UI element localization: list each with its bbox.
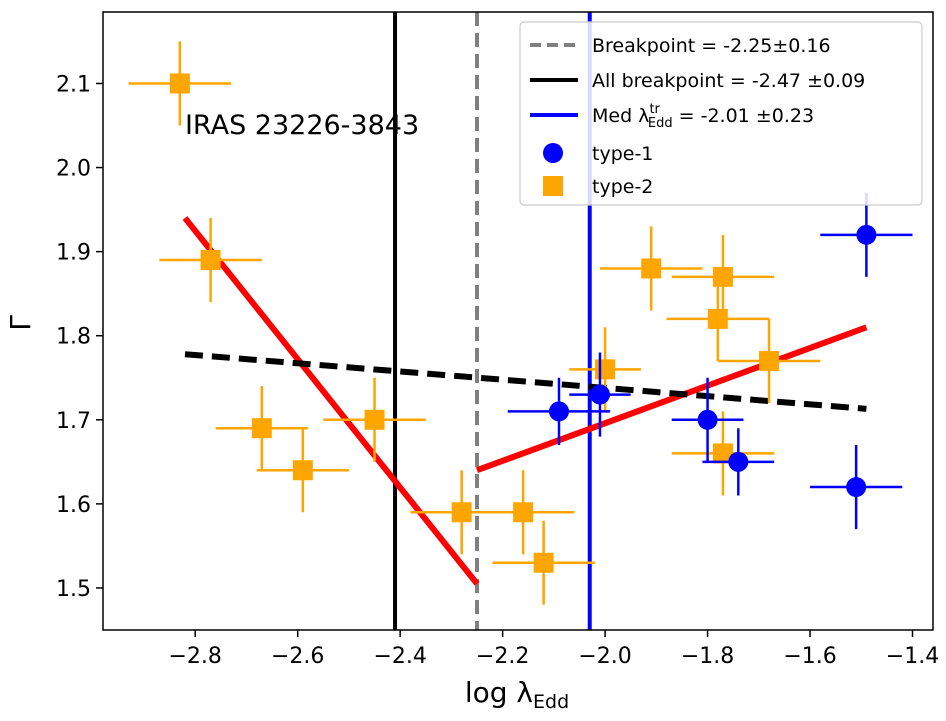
y-tick-label-2: 1.7 bbox=[56, 409, 91, 434]
type-2-point-11 bbox=[671, 234, 775, 319]
annotation-iras: IRAS 23226-3843 bbox=[185, 110, 419, 141]
y-axis-label: Γ bbox=[4, 315, 37, 331]
type-2-marker-2 bbox=[251, 418, 272, 439]
legend-entry-1: All breakpoint = -2.47 ±0.09 bbox=[530, 70, 865, 92]
legend-entry-4: type-2 bbox=[543, 176, 653, 198]
type-2-point-7 bbox=[492, 520, 595, 605]
type-2-point-12 bbox=[717, 318, 821, 403]
type-1-marker-0 bbox=[548, 401, 569, 422]
type-2-marker-3 bbox=[292, 460, 313, 481]
type-2-marker-9 bbox=[641, 258, 662, 279]
type-1-marker-2 bbox=[697, 409, 718, 430]
type-1-point-4 bbox=[810, 445, 903, 530]
type-1-point-2 bbox=[671, 377, 744, 462]
legend-marker-4 bbox=[543, 176, 563, 196]
type-2-point-13 bbox=[671, 411, 775, 496]
fit-line-1 bbox=[475, 324, 868, 474]
y-tick-label-5: 2.0 bbox=[56, 157, 91, 182]
x-tick-label-7: −1.4 bbox=[886, 644, 939, 669]
type-2-marker-13 bbox=[712, 443, 733, 464]
type-1-marker-3 bbox=[728, 451, 749, 472]
type-2-marker-11 bbox=[712, 266, 733, 287]
x-axis-label: log λEdd bbox=[465, 676, 569, 713]
type-1-point-0 bbox=[507, 377, 611, 446]
type-1-marker-4 bbox=[846, 477, 867, 498]
legend-label-0: Breakpoint = -2.25±0.16 bbox=[592, 35, 831, 57]
legend-label-2: Med λtr Edd = -2.01 ±0.23 bbox=[592, 102, 814, 131]
type-1-marker-5 bbox=[856, 224, 877, 245]
x-axis-label-sub: Edd bbox=[533, 691, 569, 713]
type-2-point-4 bbox=[323, 377, 426, 462]
legend-entry-2: Med λtr Edd = -2.01 ±0.23 bbox=[530, 102, 814, 131]
legend-entry-3: type-1 bbox=[543, 143, 653, 165]
legend-label-1: All breakpoint = -2.47 ±0.09 bbox=[592, 70, 865, 92]
type-2-marker-10 bbox=[707, 308, 728, 329]
type-2-marker-6 bbox=[513, 502, 534, 523]
y-tick-label-4: 1.9 bbox=[56, 241, 91, 266]
x-tick-label-3: −2.2 bbox=[476, 644, 529, 669]
type-2-point-3 bbox=[256, 428, 349, 513]
axis-ticks: −2.8 −2.6 −2.4 −2.2 −2.0 −1.8 −1.6 −1.4 1.5 1.6 1.… bbox=[56, 72, 939, 669]
y-tick-label-0: 1.5 bbox=[56, 577, 91, 602]
x-tick-label-4: −2.0 bbox=[578, 644, 631, 669]
type-1-point-5 bbox=[820, 192, 913, 277]
type-2-marker-4 bbox=[364, 409, 385, 430]
type-2-marker-7 bbox=[533, 552, 554, 573]
legend-entry-0: Breakpoint = -2.25±0.16 bbox=[530, 35, 831, 57]
plot-area bbox=[128, 12, 913, 630]
type-2-point-2 bbox=[215, 386, 308, 471]
type-2-point-9 bbox=[599, 226, 703, 311]
plot-frame bbox=[102, 11, 934, 631]
x-tick-label-0: −2.8 bbox=[169, 644, 222, 669]
type-1-marker-1 bbox=[589, 384, 610, 405]
type-2-point-0 bbox=[128, 41, 232, 126]
type-2-marker-8 bbox=[595, 359, 616, 380]
x-tick-label-5: −1.8 bbox=[681, 644, 734, 669]
x-tick-label-6: −1.6 bbox=[783, 644, 836, 669]
overall-fit-line-2 bbox=[184, 351, 867, 412]
x-tick-label-1: −2.6 bbox=[271, 644, 324, 669]
type-2-marker-0 bbox=[169, 73, 190, 94]
type-2-point-10 bbox=[666, 276, 770, 361]
x-tick-label-2: −2.4 bbox=[373, 644, 426, 669]
type-2-marker-5 bbox=[451, 502, 472, 523]
y-tick-label-1: 1.6 bbox=[56, 493, 91, 518]
type-2-point-6 bbox=[471, 470, 575, 555]
y-tick-label-6: 2.1 bbox=[56, 72, 91, 97]
legend-label-4: type-2 bbox=[592, 176, 653, 198]
legend-box bbox=[519, 21, 923, 206]
type-1-point-3 bbox=[702, 428, 775, 496]
type-1-point-1 bbox=[569, 352, 631, 437]
type-2-marker-12 bbox=[759, 350, 780, 371]
type-2-marker-1 bbox=[200, 250, 221, 271]
type-2-point-1 bbox=[159, 218, 262, 303]
legend: Breakpoint = -2.25±0.16 All breakpoint = … bbox=[519, 21, 923, 206]
fit-line-0 bbox=[182, 216, 480, 586]
legend-label-3: type-1 bbox=[592, 143, 653, 165]
x-axis-label-main: log λ bbox=[465, 676, 533, 709]
y-tick-label-3: 1.8 bbox=[56, 325, 91, 350]
